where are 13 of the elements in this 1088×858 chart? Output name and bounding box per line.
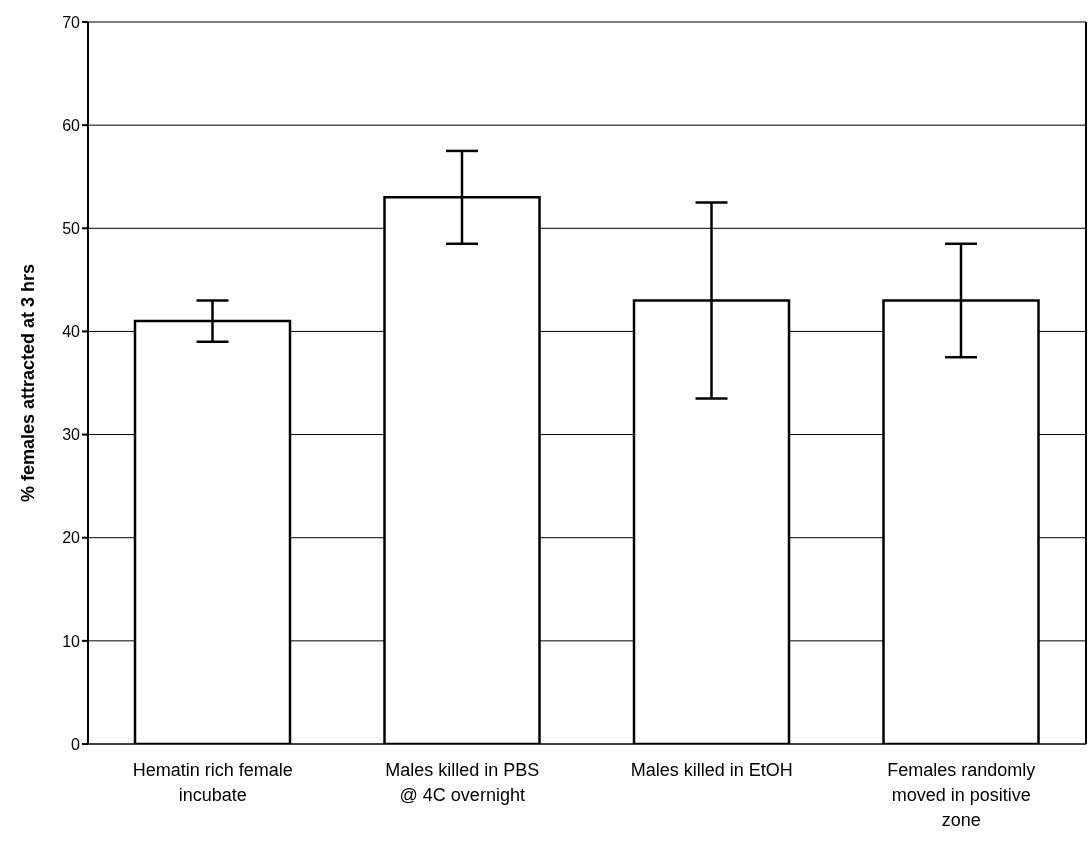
y-tick-label: 50 bbox=[62, 219, 81, 237]
x-tick-label: Females randomly moved in positive zone bbox=[887, 760, 1036, 830]
x-tick-label: Hematin rich female incubate bbox=[132, 760, 293, 805]
y-axis-title: % females attracted at 3 hrs bbox=[18, 263, 38, 503]
y-tick-label: 30 bbox=[62, 426, 81, 444]
x-tick-label: Males killed in EtOH bbox=[630, 760, 793, 780]
x-tick-label: Males killed in PBS @ 4C overnight bbox=[385, 760, 540, 805]
y-tick-label: 0 bbox=[71, 735, 81, 753]
y-tick-label: 40 bbox=[62, 323, 81, 341]
y-tick-label: 70 bbox=[62, 13, 81, 31]
y-tick-label: 10 bbox=[62, 632, 81, 650]
y-tick-label: 20 bbox=[62, 529, 81, 547]
y-tick-label: 60 bbox=[62, 116, 81, 134]
